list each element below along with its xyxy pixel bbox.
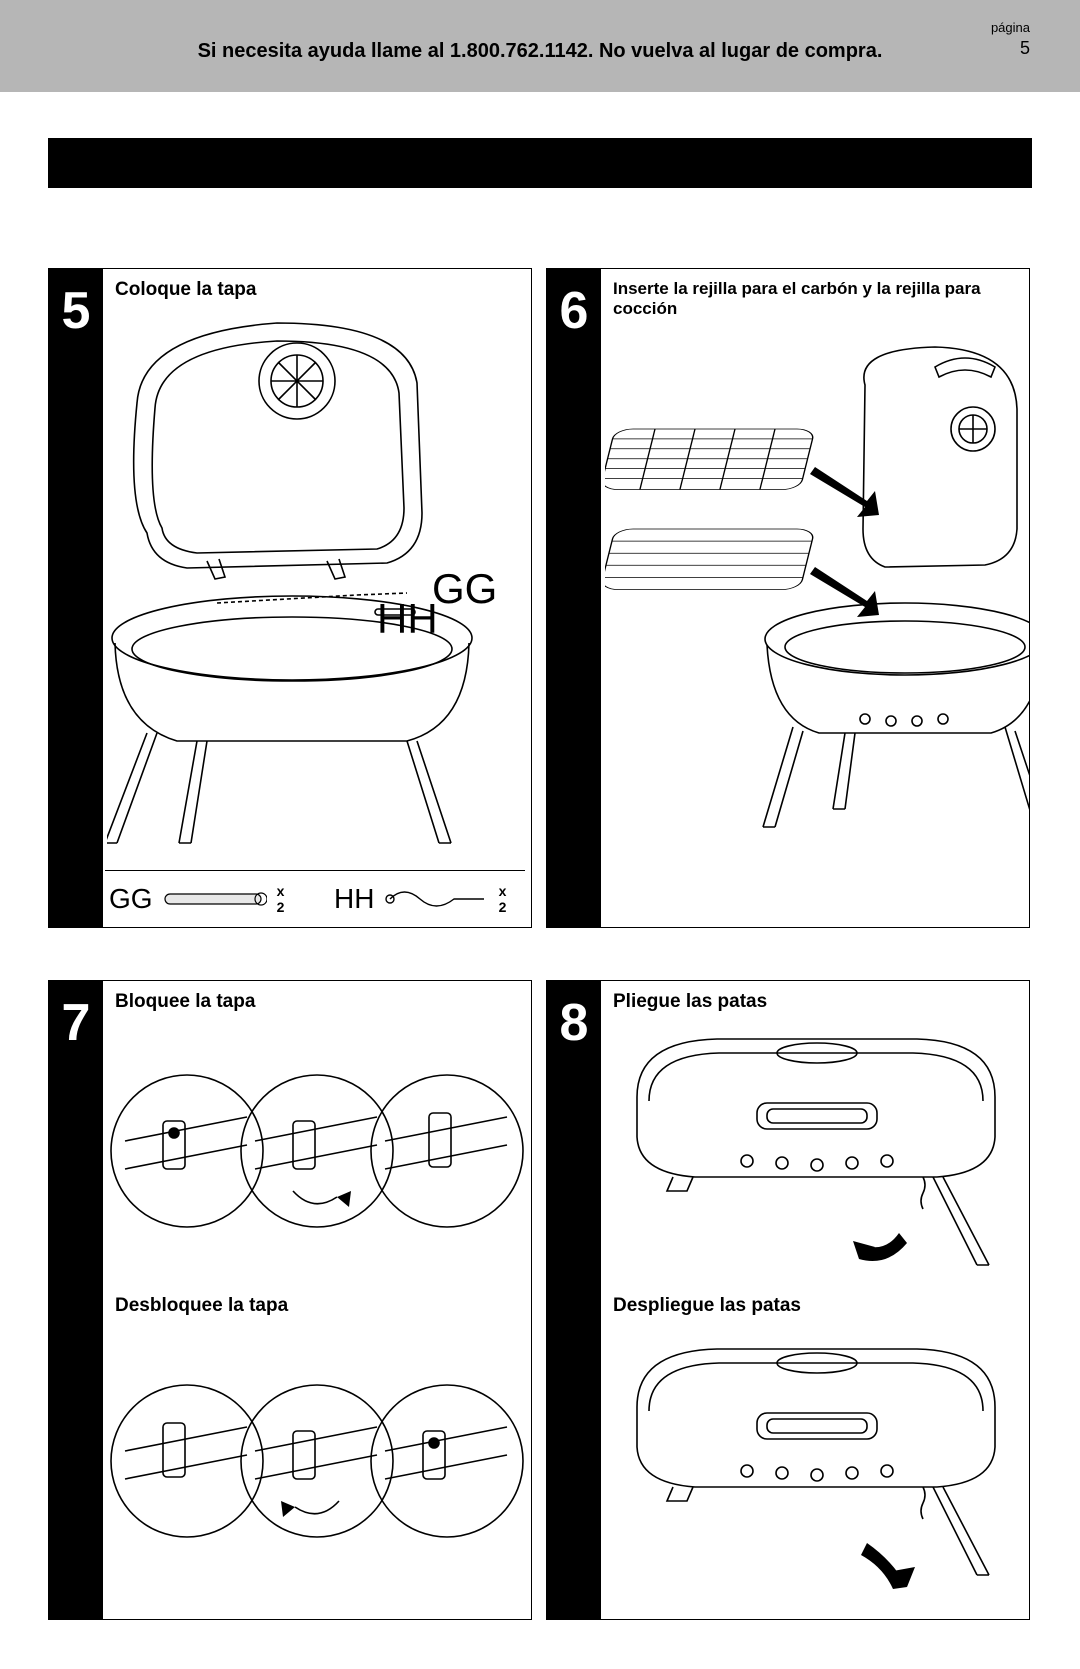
step-8-illustration-fold	[607, 1017, 1025, 1287]
step-7-illustration-lock	[107, 1021, 527, 1281]
part-gg-label: GG	[109, 883, 153, 915]
step-5-illustration: HH GG	[107, 303, 531, 863]
page-number: 5	[1020, 38, 1030, 59]
step-8: 8 Pliegue las patas Despliegue las patas	[546, 980, 1030, 1620]
step-5-parts: GG x 2 HH x 2	[105, 870, 525, 927]
step-5: 5 Coloque la tapa	[48, 268, 532, 928]
page-label: página	[991, 20, 1030, 35]
step-7-num-col	[49, 981, 103, 1619]
step-7-subtitle: Desbloquee la tapa	[115, 1295, 288, 1317]
step-7-illustration-unlock	[107, 1331, 527, 1591]
part-hh-label: HH	[334, 883, 374, 915]
step-5-title: Coloque la tapa	[115, 279, 256, 301]
step-5-number: 5	[49, 281, 103, 341]
step-6-number: 6	[547, 281, 601, 341]
step-6: 6 Inserte la rejilla para el carbón y la…	[546, 268, 1030, 928]
part-gg-icon	[163, 887, 267, 911]
step-8-num-col	[547, 981, 601, 1619]
svg-text:HH: HH	[377, 595, 438, 642]
step-5-num-col	[49, 269, 103, 927]
step-8-number: 8	[547, 993, 601, 1053]
step-8-subtitle: Despliegue las patas	[613, 1295, 801, 1317]
part-hh-icon	[384, 887, 488, 911]
step-6-num-col	[547, 269, 601, 927]
header-help-text: Si necesita ayuda llame al 1.800.762.114…	[0, 40, 1080, 63]
step-7: 7 Bloquee la tapa Desbloquee la tapa	[48, 980, 532, 1620]
step-6-illustration	[605, 329, 1029, 919]
step-6-title: Inserte la rejilla para el carbón y la r…	[613, 279, 1029, 319]
part-gg-qty: x 2	[277, 883, 295, 915]
part-hh-qty: x 2	[499, 883, 517, 915]
svg-text:GG: GG	[432, 565, 497, 612]
step-8-illustration-unfold	[607, 1327, 1025, 1607]
step-8-title: Pliegue las patas	[613, 991, 767, 1013]
step-7-title: Bloquee la tapa	[115, 991, 255, 1013]
step-7-number: 7	[49, 993, 103, 1053]
section-bar	[48, 138, 1032, 188]
